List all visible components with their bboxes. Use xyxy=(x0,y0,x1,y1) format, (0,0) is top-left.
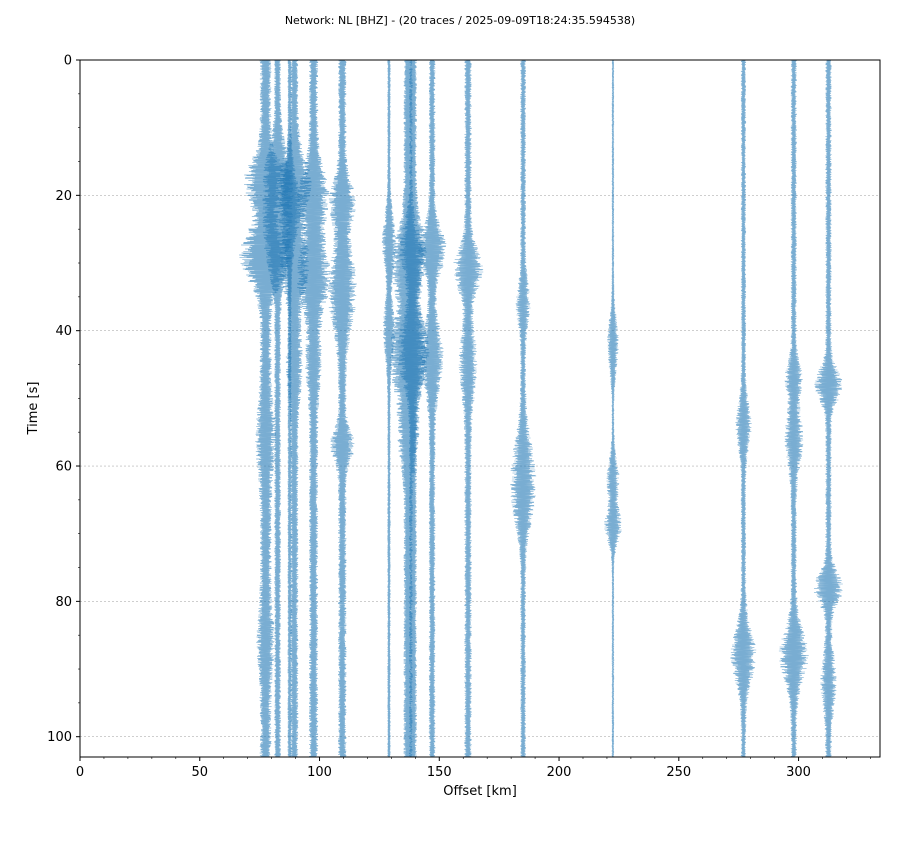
x-tick-label: 250 xyxy=(666,765,691,780)
x-tick-label: 200 xyxy=(547,765,572,780)
seismic-trace xyxy=(417,59,447,758)
seismic-trace xyxy=(327,59,357,758)
x-tick-label: 100 xyxy=(307,765,332,780)
seismic-trace xyxy=(297,59,331,758)
seismic-trace xyxy=(813,59,843,758)
seismic-trace xyxy=(277,59,312,758)
x-tick-label: 150 xyxy=(427,765,452,780)
seismic-trace xyxy=(778,59,809,758)
chart-title: Network: NL [BHZ] - (20 traces / 2025-09… xyxy=(285,14,635,27)
x-tick-label: 300 xyxy=(786,765,811,780)
seismic-trace xyxy=(381,59,396,758)
y-axis: 0 20 40 60 80 100 xyxy=(47,54,80,745)
x-tick-label: 50 xyxy=(191,765,208,780)
traces xyxy=(239,59,843,758)
y-tick-label: 60 xyxy=(55,460,72,475)
seismic-trace xyxy=(730,59,757,758)
y-tick-label: 80 xyxy=(55,595,72,610)
seismic-trace xyxy=(604,59,622,758)
x-tick-label: 0 xyxy=(76,765,84,780)
y-tick-label: 40 xyxy=(55,324,72,339)
seismic-trace xyxy=(262,59,294,758)
plot-frame xyxy=(79,59,881,758)
x-axis: 0 50 100 150 200 250 300 xyxy=(76,757,871,780)
seismic-trace xyxy=(453,59,484,758)
seismic-trace xyxy=(510,59,537,758)
y-tick-label: 0 xyxy=(64,54,72,69)
y-tick-label: 20 xyxy=(55,189,72,204)
x-axis-label: Offset [km] xyxy=(443,784,517,799)
y-tick-label: 100 xyxy=(47,730,72,745)
y-axis-label: Time [s] xyxy=(26,382,41,436)
seismic-trace xyxy=(397,59,430,758)
grid-lines xyxy=(80,195,880,737)
